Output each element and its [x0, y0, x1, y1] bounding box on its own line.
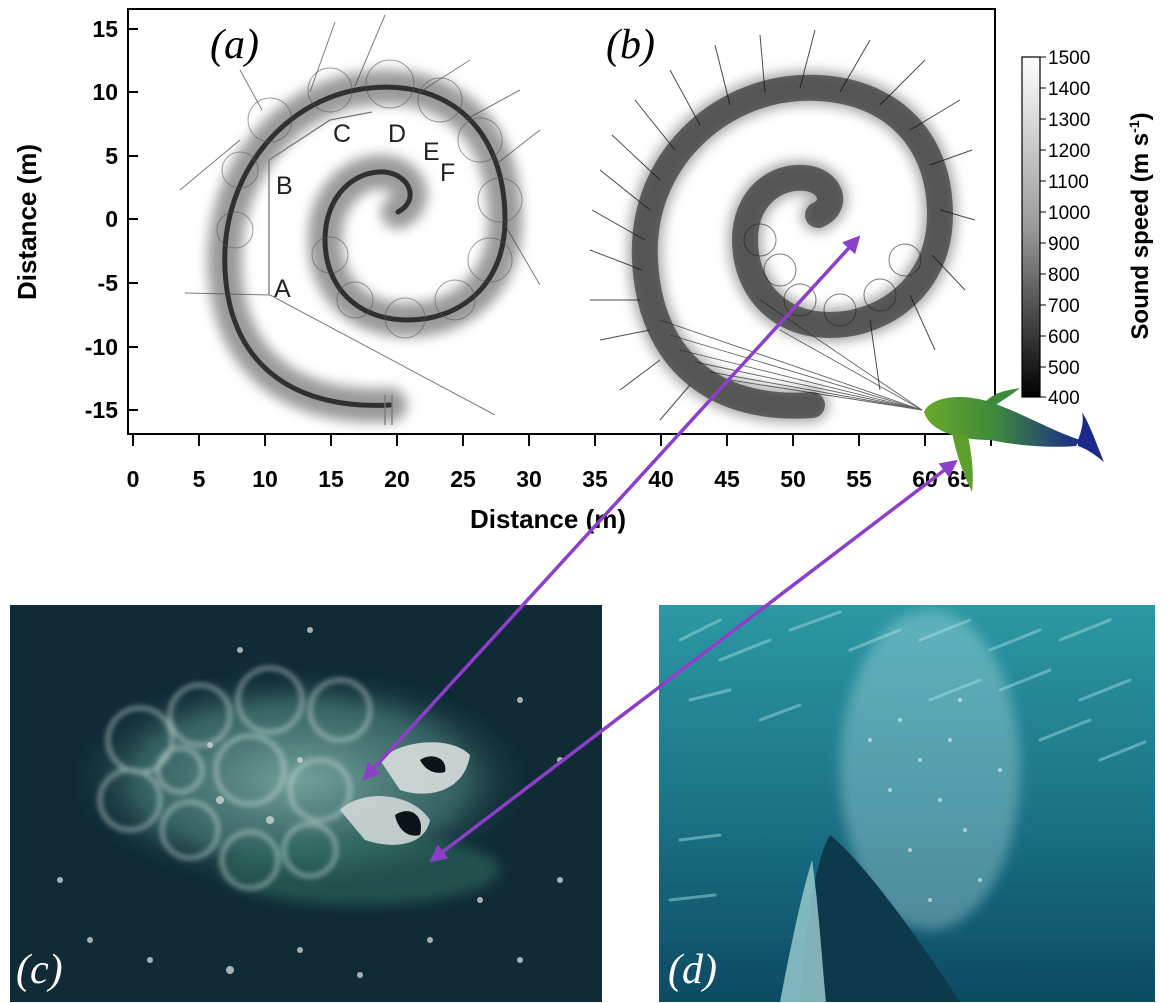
point-label-d: D	[388, 120, 406, 148]
colorbar-tick-label: 1300	[1048, 110, 1090, 131]
colorbar: 1500 1400 1300 1200 1100 1000 900 800 70…	[1021, 48, 1154, 409]
x-axis: 0 5 10 15 20 25 30 35 40 45 50 55 60 65 …	[127, 433, 992, 534]
y-tick-label: -15	[85, 397, 118, 423]
arrow-whale-to-photo	[429, 459, 958, 863]
colorbar-title-sup: -1	[1126, 120, 1142, 133]
x-tick-label: 50	[780, 466, 806, 492]
colorbar-title-end: )	[1127, 112, 1154, 120]
colorbar-tick-label: 500	[1048, 358, 1080, 379]
y-tick-label: 15	[92, 16, 118, 42]
colorbar-tick-label: 600	[1048, 327, 1080, 348]
panel-label-d: (d)	[668, 947, 717, 993]
x-tick-label: 55	[846, 466, 872, 492]
spiral-a	[179, 14, 541, 425]
y-tick-label: 10	[92, 79, 118, 105]
whale-body-d	[800, 835, 960, 1002]
x-tick-label: 35	[582, 466, 608, 492]
colorbar-tick-label: 700	[1048, 296, 1080, 317]
colorbar-title: Sound speed (m s-1)	[1126, 112, 1154, 339]
x-tick-label: 5	[193, 466, 206, 492]
colorbar-tick-label: 1000	[1048, 203, 1090, 224]
panel-label-b: (b)	[606, 22, 655, 68]
photo-c: (c)	[10, 605, 602, 1002]
y-tick-label: 0	[105, 206, 118, 232]
x-tick-label: 25	[450, 466, 476, 492]
colorbar-tick-label: 400	[1048, 388, 1080, 409]
x-tick-label: 40	[648, 466, 674, 492]
whale-icon	[924, 388, 1104, 492]
colorbar-title-main: Sound speed (m s	[1127, 133, 1154, 340]
point-label-a: A	[274, 275, 291, 303]
colorbar-tick-label: 1200	[1048, 141, 1090, 162]
x-tick-label: 0	[127, 466, 140, 492]
y-tick-label: -5	[98, 270, 119, 296]
colorbar-tick-label: 1400	[1048, 79, 1090, 100]
colorbar-tick-label: 800	[1048, 265, 1080, 286]
point-label-e: E	[423, 138, 440, 166]
point-label-c: C	[333, 120, 351, 148]
panel-label-a: (a)	[210, 22, 259, 68]
panel-label-c: (c)	[16, 947, 63, 993]
y-tick-label: 5	[105, 143, 118, 169]
plot-area: A B C D E F (a) (b)	[127, 8, 996, 435]
point-label-b: B	[276, 172, 293, 200]
x-tick-label: 20	[384, 466, 410, 492]
photo-d: (d)	[659, 605, 1155, 1002]
x-tick-label: 10	[252, 466, 278, 492]
x-tick-label: 45	[714, 466, 740, 492]
y-tick-label: -10	[85, 334, 118, 360]
x-tick-label: 15	[318, 466, 344, 492]
point-label-f: F	[440, 159, 455, 187]
colorbar-tick-label: 1100	[1048, 172, 1089, 193]
y-axis: 15 10 5 0 -5 -10 -15 Distance (m)	[12, 9, 138, 434]
y-axis-title: Distance (m)	[12, 144, 42, 300]
colorbar-tick-label: 1500	[1048, 48, 1090, 69]
colorbar-gradient	[1021, 56, 1041, 398]
connector-arrows	[362, 235, 958, 863]
x-tick-label: 30	[516, 466, 542, 492]
colorbar-tick-label: 900	[1048, 234, 1080, 255]
